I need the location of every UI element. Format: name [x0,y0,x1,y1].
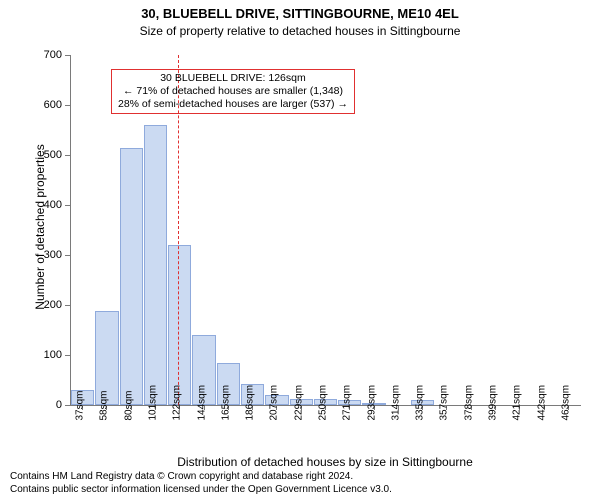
chart-subtitle: Size of property relative to detached ho… [0,24,600,38]
y-tick-mark [65,255,70,256]
y-tick-label: 100 [44,349,62,361]
y-tick-mark [65,155,70,156]
histogram-bar [120,148,143,406]
histogram-bar [168,245,191,405]
y-tick-mark [65,205,70,206]
chart-area: 30 BLUEBELL DRIVE: 126sqm← 71% of detach… [70,55,580,425]
footer-line-2: Contains public sector information licen… [10,483,392,496]
y-tick-mark [65,405,70,406]
footer-line-1: Contains HM Land Registry data © Crown c… [10,470,392,483]
annotation-line: ← 71% of detached houses are smaller (1,… [118,85,348,98]
y-tick-label: 600 [44,99,62,111]
plot-region: 30 BLUEBELL DRIVE: 126sqm← 71% of detach… [70,55,581,406]
chart-title: 30, BLUEBELL DRIVE, SITTINGBOURNE, ME10 … [0,6,600,21]
x-axis-label: Distribution of detached houses by size … [70,455,580,469]
annotation-box: 30 BLUEBELL DRIVE: 126sqm← 71% of detach… [111,69,355,114]
y-tick-mark [65,55,70,56]
histogram-bar [144,125,167,405]
annotation-line: 30 BLUEBELL DRIVE: 126sqm [118,72,348,85]
y-tick-mark [65,305,70,306]
footer-attribution: Contains HM Land Registry data © Crown c… [10,470,392,496]
y-axis-label: Number of detached properties [33,127,47,327]
y-tick-mark [65,355,70,356]
annotation-line: 28% of semi-detached houses are larger (… [118,98,348,111]
y-tick-mark [65,105,70,106]
y-tick-label: 0 [56,399,62,411]
y-tick-label: 700 [44,49,62,61]
